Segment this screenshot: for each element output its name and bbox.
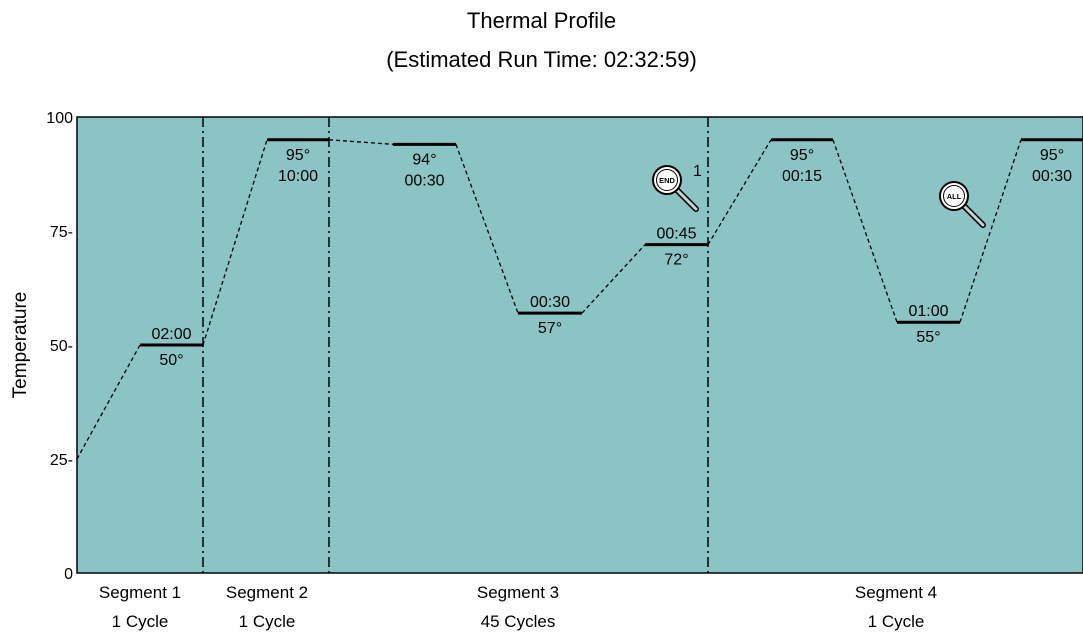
hold-temperature-label: 57° (538, 320, 562, 337)
y-tick-label: 0 (64, 566, 73, 583)
chart-subtitle: (Estimated Run Time: 02:32:59) (386, 47, 697, 72)
segment-label: Segment 1 (99, 583, 181, 602)
segment-label: Segment 4 (855, 583, 937, 602)
plot-area (76, 116, 1083, 574)
segment-label: Segment 2 (226, 583, 308, 602)
segment-cycles-label: 45 Cycles (481, 612, 556, 631)
segment-label: Segment 3 (477, 583, 559, 602)
temperature-ramp (832, 139, 898, 323)
svg-text:END: END (659, 176, 675, 185)
y-axis-label: Temperature (10, 292, 31, 399)
hold-temperature-label: 95° (790, 147, 814, 164)
temperature-ramp (581, 244, 646, 314)
y-tick-label: 100 (46, 110, 73, 127)
segment-cycles-label: 1 Cycle (868, 612, 925, 631)
temperature-ramp (707, 139, 772, 246)
all-icon[interactable]: ALL (939, 181, 986, 228)
y-tick-label: 50- (50, 338, 73, 355)
hold-time-label: 10:00 (278, 168, 318, 185)
hold-time-label: 00:30 (404, 172, 444, 189)
hold-time-label: 00:30 (1032, 168, 1072, 185)
hold-temperature-label: 55° (916, 329, 940, 346)
hold-temperature-label: 95° (1040, 147, 1064, 164)
hold-temperature-label: 94° (412, 151, 436, 168)
temperature-ramp (455, 144, 519, 314)
hold-time-label: 02:00 (151, 326, 191, 343)
end-icon[interactable]: END (652, 165, 699, 212)
svg-text:ALL: ALL (947, 192, 962, 201)
segment-cycles-label: 1 Cycle (112, 612, 169, 631)
hold-temperature-label: 72° (664, 252, 688, 269)
temperature-ramp (76, 344, 141, 460)
hold-temperature-label: 50° (159, 352, 183, 369)
y-tick-label: 25- (50, 452, 73, 469)
hold-time-label: 00:30 (530, 294, 570, 311)
hold-temperature-label: 95° (286, 147, 310, 164)
temperature-ramp (202, 139, 268, 346)
y-tick-label: 75- (50, 224, 73, 241)
hold-time-label: 01:00 (908, 303, 948, 320)
chart-title: Thermal Profile (466, 8, 617, 33)
hold-time-label: 00:45 (656, 226, 696, 243)
marker-annotation: 1 (693, 163, 702, 180)
temperature-ramp (328, 139, 394, 146)
segment-cycles-label: 1 Cycle (239, 612, 296, 631)
hold-time-label: 00:15 (782, 168, 822, 185)
